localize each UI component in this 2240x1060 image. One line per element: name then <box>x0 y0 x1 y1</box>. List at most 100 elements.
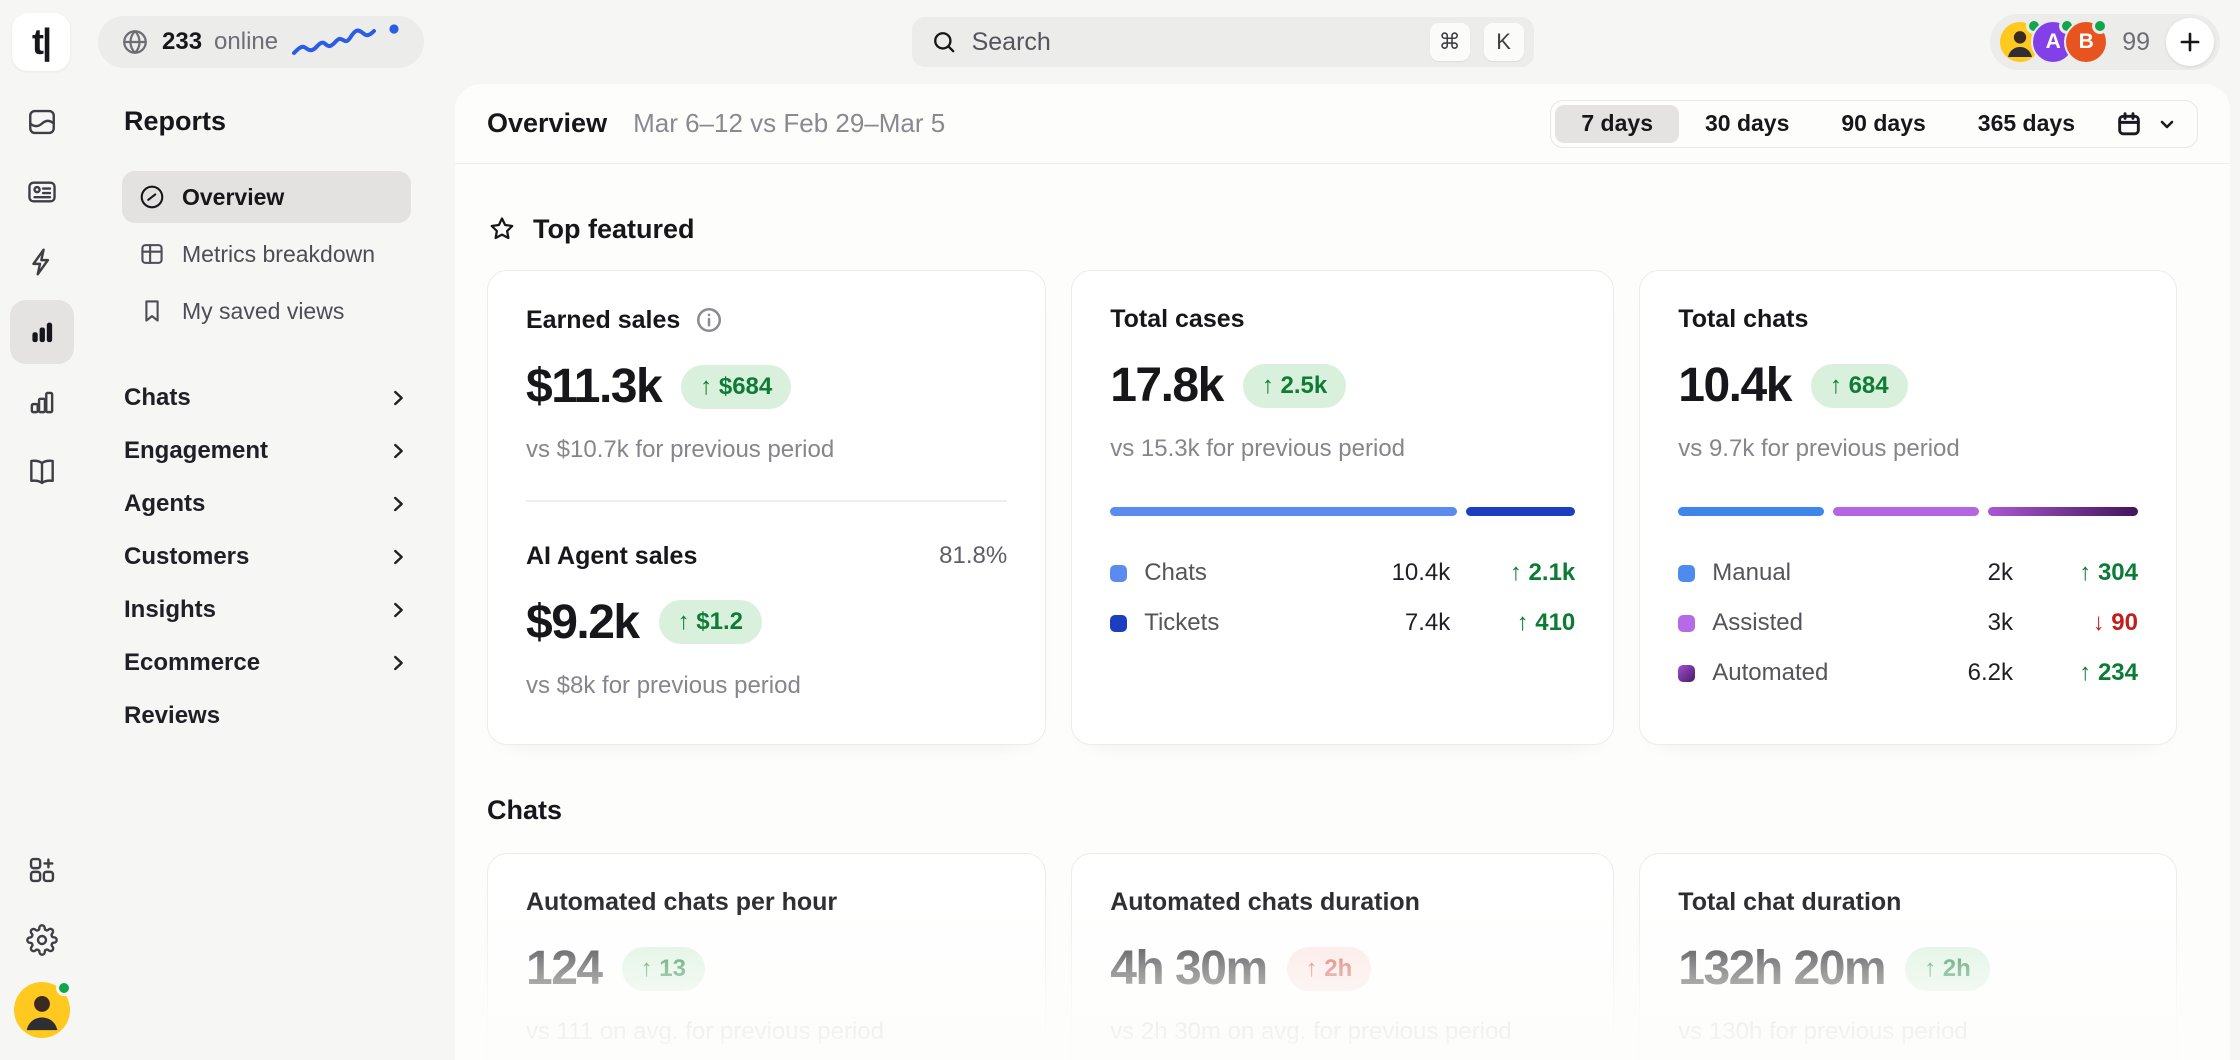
plus-icon <box>2180 32 2200 52</box>
sidebar-item-label: Metrics breakdown <box>182 240 376 267</box>
sidebar-item-metrics-breakdown[interactable]: Metrics breakdown <box>122 228 411 280</box>
chats-cards: Automated chats per hour 124 ↑ 13 vs 111… <box>487 853 2177 1060</box>
range-tab-365-days[interactable]: 365 days <box>1977 110 2075 136</box>
rail-item-automation[interactable] <box>10 230 74 294</box>
rail-item-analytics[interactable] <box>10 370 74 434</box>
earned-sales-value: $11.3k <box>526 360 663 413</box>
inbox-icon <box>29 109 55 135</box>
total-chats-value: 10.4k <box>1678 359 1792 412</box>
featured-cards: Earned sales $11.3k ↑ $684 vs $10.7k for… <box>487 270 2177 745</box>
time-range-control: 7 days 30 days 90 days 365 days <box>1550 99 2198 148</box>
rail-item-reports[interactable] <box>10 300 74 364</box>
main-header: Overview Mar 6–12 vs Feb 29–Mar 5 7 days… <box>455 84 2230 164</box>
sidebar-group-chats[interactable]: Chats <box>122 371 411 424</box>
legend-swatch <box>1678 564 1696 582</box>
sidebar-item-overview[interactable]: Overview <box>122 171 411 223</box>
contact-card-icon <box>28 181 56 203</box>
sidebar-title: Reports <box>124 106 227 136</box>
legend-swatch <box>1678 614 1696 632</box>
search-input[interactable]: Search ⌘ K <box>911 17 1534 67</box>
metric-delta-badge: ↑ 2h <box>1905 946 1990 991</box>
apps-grid-plus-icon <box>29 857 55 883</box>
person-photo-icon <box>2008 31 2033 57</box>
analytics-bars-icon <box>30 391 54 414</box>
ai-agent-sales-delta-badge: ↑ $1.2 <box>658 600 763 644</box>
chevron-down-icon <box>2160 120 2174 128</box>
chevron-right-icon <box>394 390 403 405</box>
k-keycap: K <box>1483 23 1524 61</box>
person-photo-icon <box>26 996 58 1031</box>
chevron-right-icon <box>394 602 403 617</box>
search-icon <box>930 28 958 56</box>
total-cases-legend: Chats 10.4k ↑ 2.1k Tickets 7.4k ↑ 410 <box>1110 556 1575 640</box>
ai-agent-sales-title: AI Agent sales <box>526 541 698 570</box>
online-label: online <box>214 28 279 55</box>
agents-pill: A B 99 <box>1990 14 2220 70</box>
bar-segment-automated <box>1987 507 2138 516</box>
metric-delta-badge: ↑ 2h <box>1286 946 1372 991</box>
legend-swatch <box>1110 614 1128 632</box>
range-tab-7-days[interactable]: 7 days <box>1555 104 1679 143</box>
chevron-right-icon <box>394 443 403 458</box>
sidebar-group-ecommerce[interactable]: Ecommerce <box>122 636 411 689</box>
online-sparkline <box>290 20 402 64</box>
legend-swatch <box>1110 564 1128 582</box>
range-tab-30-days[interactable]: 30 days <box>1704 110 1790 136</box>
sidebar-group-customers[interactable]: Customers <box>122 530 411 583</box>
gear-icon <box>26 924 58 956</box>
date-range-label: Mar 6–12 vs Feb 29–Mar 5 <box>633 108 946 138</box>
automated-chats-per-hour-card: Automated chats per hour 124 ↑ 13 vs 111… <box>487 853 1047 1060</box>
range-tab-90-days[interactable]: 90 days <box>1841 110 1926 136</box>
app-body: Reports Overview Metrics breakdown My sa… <box>0 84 2240 1060</box>
invite-agent-button[interactable] <box>2166 18 2214 66</box>
book-icon <box>30 459 54 485</box>
metric-value: 132h 20m <box>1678 942 1886 995</box>
rail-item-profile[interactable] <box>10 978 74 1042</box>
chevron-right-icon <box>394 496 403 511</box>
sidebar-group-insights[interactable]: Insights <box>122 583 411 636</box>
sidebar-group-engagement[interactable]: Engagement <box>122 424 411 477</box>
page-title: Overview <box>487 108 608 138</box>
rail-item-knowledge[interactable] <box>10 440 74 504</box>
reports-sidebar: Reports Overview Metrics breakdown My sa… <box>84 84 455 1060</box>
section-chats: Chats <box>487 789 2177 831</box>
sidebar-group-reviews[interactable]: Reviews <box>124 701 221 729</box>
total-chats-card: Total chats 10.4k ↑ 684 vs 9.7k for prev… <box>1639 270 2177 745</box>
total-chats-stacked-bar <box>1678 507 2138 516</box>
date-picker-button[interactable] <box>2101 110 2193 138</box>
star-icon <box>490 217 514 240</box>
bar-segment-chats <box>1110 507 1457 516</box>
section-title: Chats <box>487 794 563 825</box>
info-icon[interactable] <box>694 305 724 335</box>
lightning-icon <box>32 248 50 276</box>
topbar-right: A B 99 <box>1990 14 2240 70</box>
topbar-left: t| 233 online <box>0 13 455 71</box>
total-chats-legend: Manual 2k ↑ 304 Assisted 3k ↓ 90 <box>1678 556 2138 690</box>
legend-row: Automated 6.2k ↑ 234 <box>1678 656 2138 690</box>
command-keycap: ⌘ <box>1429 23 1470 61</box>
rail-item-settings[interactable] <box>10 908 74 972</box>
online-status-dot <box>2092 18 2109 34</box>
total-cases-card: Total cases 17.8k ↑ 2.5k vs 15.3k for pr… <box>1071 270 1615 745</box>
chevron-right-icon <box>394 549 403 564</box>
gauge-icon <box>140 185 164 209</box>
earned-sales-delta-badge: ↑ $684 <box>681 364 792 409</box>
rail-item-apps[interactable] <box>10 838 74 902</box>
agents-count: 99 <box>2122 27 2150 56</box>
ai-agent-sales-value: $9.2k <box>526 595 640 649</box>
agents-online-pill[interactable]: 233 online <box>98 16 425 68</box>
sidebar-group-agents[interactable]: Agents <box>122 477 411 530</box>
app-logo[interactable]: t| <box>12 13 70 71</box>
legend-row: Manual 2k ↑ 304 <box>1678 556 2138 590</box>
rail-item-inbox[interactable] <box>10 90 74 154</box>
rail-item-contacts[interactable] <box>10 160 74 224</box>
topbar-center: Search ⌘ K <box>455 17 1990 67</box>
section-title: Top featured <box>533 213 695 244</box>
total-cases-delta-badge: ↑ 2.5k <box>1242 363 1347 408</box>
sidebar-item-saved-views[interactable]: My saved views <box>122 285 411 337</box>
ai-agent-sales-compare: vs $8k for previous period <box>526 671 801 699</box>
agent-avatar-b[interactable]: B <box>2064 18 2109 64</box>
legend-row: Chats 10.4k ↑ 2.1k <box>1110 556 1575 590</box>
metric-value: 124 <box>526 942 603 995</box>
